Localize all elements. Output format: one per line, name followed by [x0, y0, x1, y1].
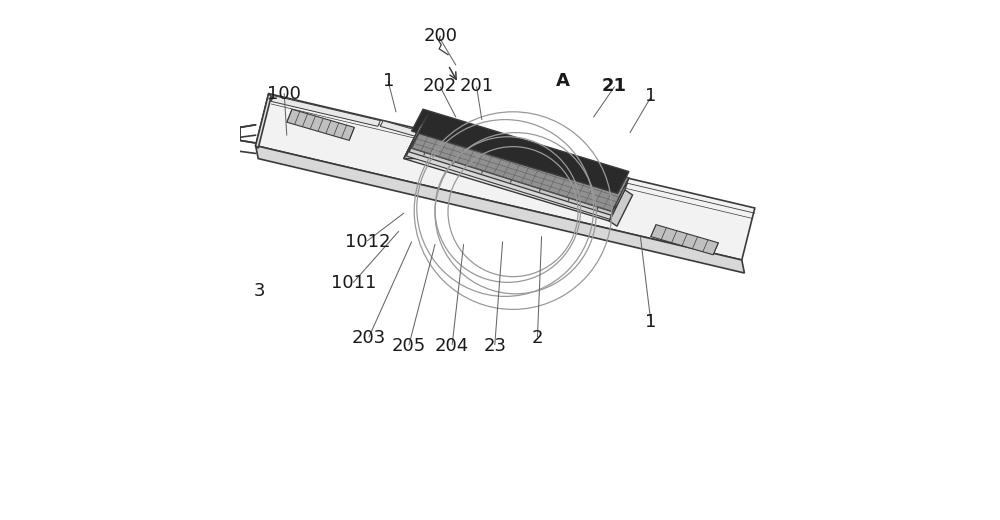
Text: 1: 1 — [645, 314, 656, 331]
Text: 1: 1 — [383, 72, 394, 89]
Polygon shape — [568, 188, 572, 201]
Polygon shape — [424, 142, 427, 155]
Polygon shape — [404, 127, 435, 159]
Polygon shape — [482, 161, 485, 174]
Polygon shape — [453, 151, 456, 165]
Polygon shape — [651, 225, 718, 255]
Text: 100: 100 — [267, 85, 301, 102]
Polygon shape — [539, 179, 543, 192]
Text: 1011: 1011 — [331, 275, 376, 292]
Polygon shape — [597, 197, 601, 210]
Text: 1: 1 — [645, 87, 656, 105]
Polygon shape — [404, 127, 625, 221]
Text: 200: 200 — [423, 28, 457, 45]
Text: 21: 21 — [602, 77, 627, 95]
Polygon shape — [256, 146, 744, 273]
Text: 203: 203 — [352, 329, 386, 347]
Text: 2: 2 — [532, 329, 543, 347]
Polygon shape — [271, 96, 380, 126]
Polygon shape — [609, 178, 629, 221]
Polygon shape — [412, 114, 629, 212]
Text: 23: 23 — [483, 337, 506, 355]
Text: 3: 3 — [254, 282, 266, 300]
Text: 204: 204 — [435, 337, 469, 355]
Polygon shape — [510, 170, 514, 183]
Polygon shape — [412, 109, 629, 193]
Text: 1012: 1012 — [345, 233, 390, 251]
Polygon shape — [406, 124, 626, 219]
Polygon shape — [404, 114, 428, 159]
Polygon shape — [609, 190, 633, 226]
Polygon shape — [256, 94, 755, 260]
Text: 205: 205 — [392, 337, 426, 355]
Text: 202: 202 — [423, 77, 457, 95]
Polygon shape — [287, 109, 354, 140]
Polygon shape — [380, 121, 419, 137]
Text: A: A — [555, 72, 569, 89]
Polygon shape — [409, 120, 627, 215]
Polygon shape — [256, 94, 271, 148]
Text: 201: 201 — [460, 77, 494, 95]
